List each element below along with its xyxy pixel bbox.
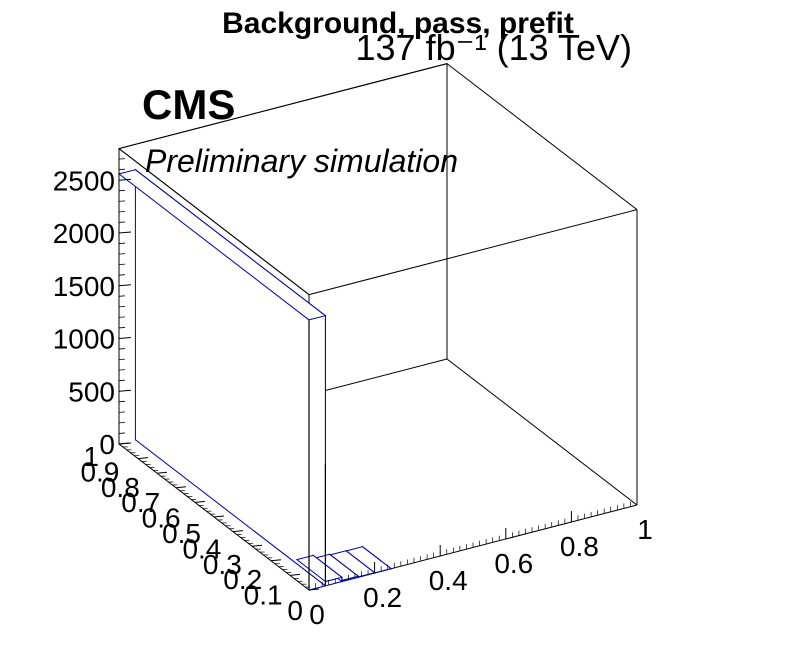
z-minor-tick [118,263,126,266]
x-tick-label: 0.8 [560,531,599,562]
z-minor-tick [118,158,126,160]
z-tick-label: 1000 [53,324,115,355]
axis-ticks: 0500100015002000250000.20.40.60.8100.10.… [53,148,653,630]
z-minor-tick [118,411,126,413]
y-major-tick [289,573,301,576]
x-tick-label: 0.4 [429,565,468,596]
y-tick-label: 0.3 [203,549,242,580]
y-major-tick [137,457,149,460]
z-major-tick [118,178,132,181]
z-minor-tick [118,316,126,318]
z-tick-label: 0 [99,429,115,460]
y-tick-label: 0.9 [80,456,119,487]
bin-top-face [117,169,327,321]
y-tick-label: 0.4 [182,533,221,564]
y-major-tick [270,559,282,562]
y-tick-label: 0.5 [162,518,201,549]
frame-edge [446,358,638,506]
x-tick-label: 1 [637,514,653,545]
z-minor-tick [118,379,126,382]
cms-label: CMS [142,81,235,128]
y-major-tick [232,530,244,533]
y-major-tick [118,442,130,445]
z-minor-tick [118,432,126,434]
histogram-bin [344,545,393,574]
z-minor-tick [118,358,126,360]
x-tick-label: 0.2 [363,582,402,613]
y-major-tick [213,515,225,518]
y-major-tick [194,500,206,503]
y-tick-label: 0.2 [223,564,262,595]
z-major-tick [118,337,132,339]
frame-edge [446,63,638,210]
y-tick-label: 0.8 [101,472,140,503]
z-minor-tick [118,221,126,223]
z-tick-label: 1500 [53,271,115,302]
frame-edge [308,209,638,296]
z-minor-tick [118,274,126,276]
z-minor-tick [118,168,126,171]
title-box [190,1,610,43]
z-minor-tick [118,305,126,308]
z-minor-tick [118,211,126,213]
y-major-tick [251,544,263,547]
bin-top-face [295,554,343,583]
histogram-bin [295,554,343,587]
z-tick-label: 500 [68,376,115,407]
z-minor-tick [118,295,126,297]
z-major-tick [118,231,132,234]
subtitle-label: Preliminary simulation [145,143,458,179]
y-tick-label: 0.6 [142,503,181,534]
chart-title: Background, pass, prefit [222,7,574,40]
z-major-tick [118,284,132,287]
lumi-label: 137 fb⁻¹ (13 TeV) [356,27,633,68]
y-major-tick [308,588,320,591]
z-minor-tick [118,369,126,371]
y-major-tick [175,486,187,489]
y-tick-label: 0.7 [121,487,160,518]
y-major-tick [156,471,168,474]
z-minor-tick [118,348,126,350]
z-tick-label: 2000 [53,218,115,249]
y-tick-label: 0.1 [244,580,283,611]
z-tick-label: 2500 [53,165,115,196]
z-minor-tick [118,189,126,192]
frame-edge [118,148,310,295]
z-minor-tick [118,242,126,244]
z-minor-tick [118,200,126,202]
z-minor-tick [118,400,126,403]
z-major-tick [118,389,132,392]
y-tick-label: 0 [287,595,303,626]
x-tick-label: 0 [309,599,325,630]
y-tick-label: 1 [83,441,99,472]
frame-edge [118,63,448,150]
z-minor-tick [118,422,126,424]
histogram-bins [117,168,393,591]
z-minor-tick [118,327,126,329]
z-minor-tick [118,253,126,255]
x-tick-label: 0.6 [494,548,533,579]
